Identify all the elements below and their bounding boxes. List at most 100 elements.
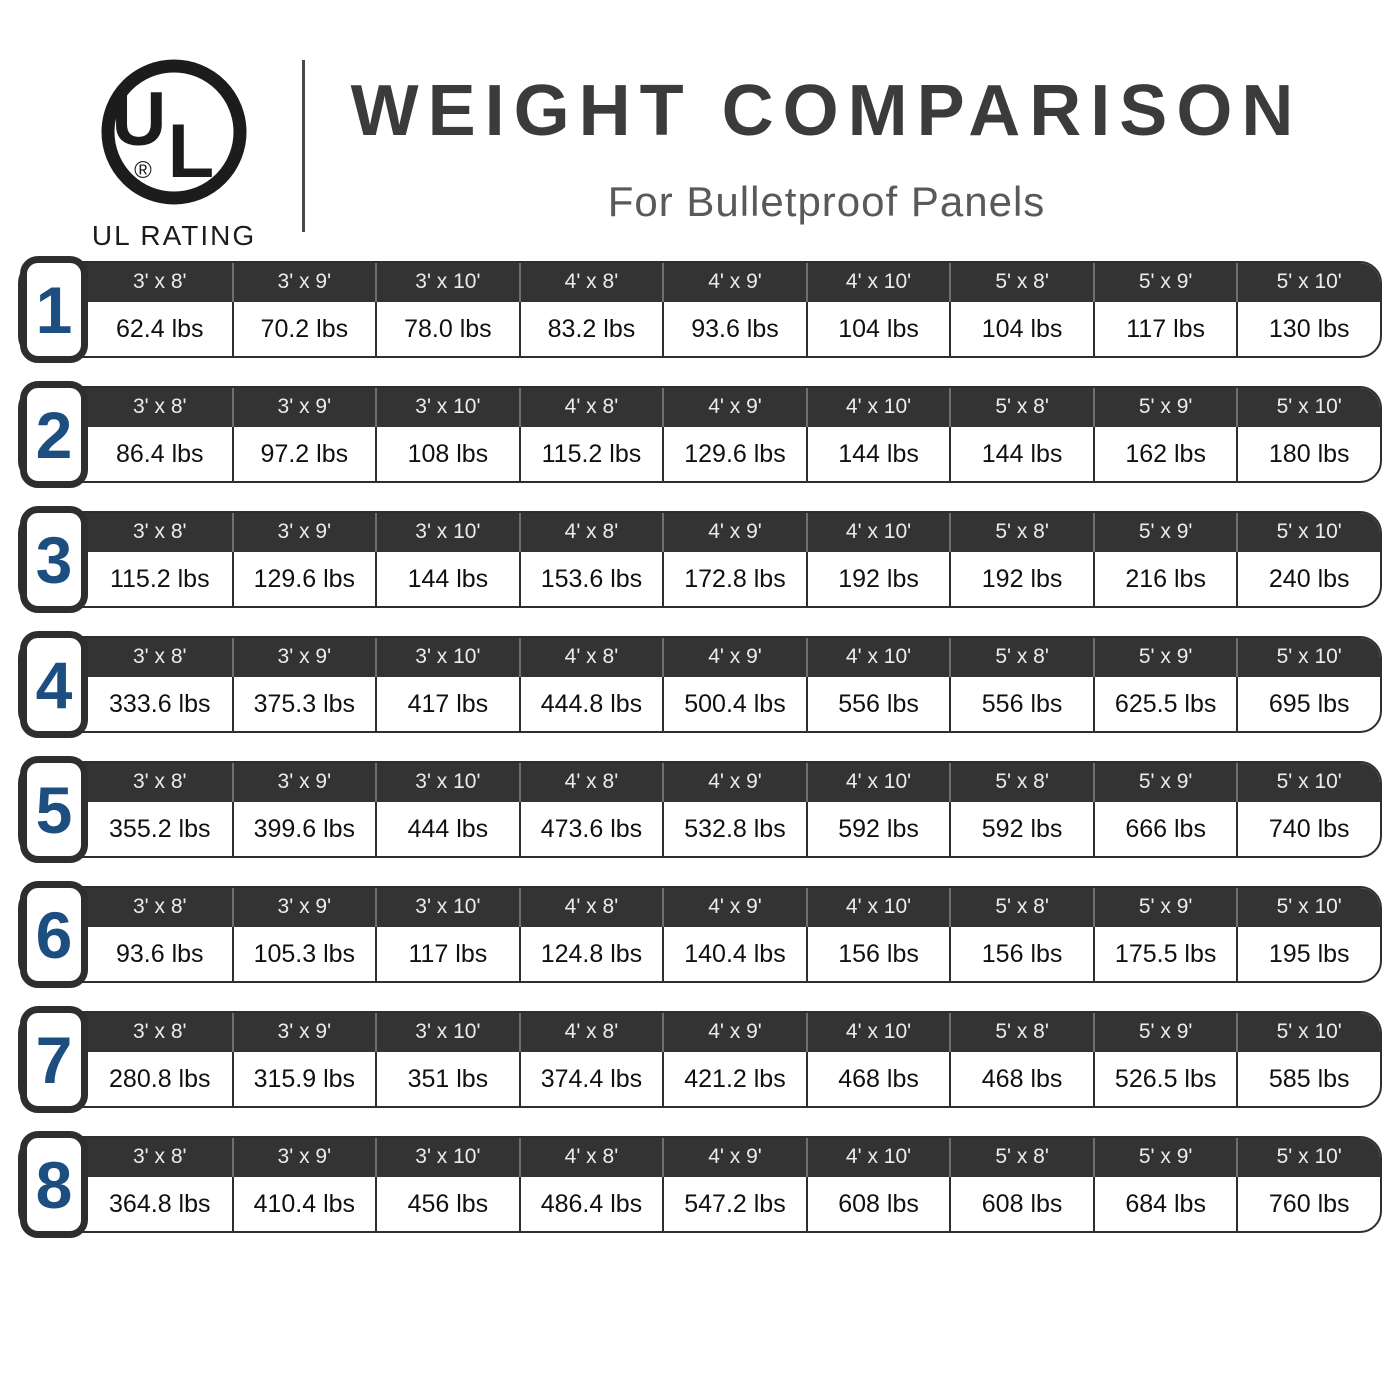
- row-table: 3' x 8' 3' x 9' 3' x 10' 4' x 8' 4' x 9' 4' x…: [18, 1011, 1382, 1108]
- weight-value-cell: 172.8 lbs: [662, 552, 806, 606]
- header-divider: [302, 60, 305, 232]
- size-header-cell: 3' x 9': [231, 1138, 376, 1177]
- ul-rating-number: 3: [35, 522, 73, 597]
- weight-value-cell: 375.3 lbs: [231, 677, 376, 731]
- weight-value-cell: 666 lbs: [1092, 802, 1237, 856]
- weight-value-cell: 740 lbs: [1236, 802, 1380, 856]
- size-header-cell: 3' x 10': [375, 388, 519, 427]
- row-table: 3' x 8' 3' x 9' 3' x 10' 4' x 8' 4' x 9' 4' x…: [18, 261, 1382, 358]
- weight-table-rows: 1 3' x 8' 3' x 9' 3' x 10' 4' x 8' 4' x 9' 4'…: [0, 255, 1400, 1238]
- size-header-cell: 5' x 9': [1092, 1138, 1237, 1177]
- size-header-cell: 4' x 10': [805, 388, 950, 427]
- size-header-cell: 5' x 8': [949, 1138, 1093, 1177]
- size-header-cell: 4' x 10': [805, 888, 950, 927]
- weight-value-cell: 83.2 lbs: [518, 302, 663, 356]
- size-header-cell: 5' x 9': [1092, 888, 1237, 927]
- ul-rating-badge: 4: [20, 631, 88, 738]
- size-header-cell: 3' x 9': [231, 638, 376, 677]
- size-header-cell: 5' x 9': [1092, 1013, 1237, 1052]
- weight-value-cell: 156 lbs: [805, 927, 950, 981]
- weight-value-bar: 333.6 lbs 375.3 lbs 417 lbs 444.8 lbs 500.4 …: [20, 677, 1380, 731]
- weight-value-cell: 374.4 lbs: [518, 1052, 663, 1106]
- size-header-cell: 3' x 9': [231, 888, 376, 927]
- ul-rating-badge: 1: [20, 256, 88, 363]
- weight-value-cell: 195 lbs: [1236, 927, 1380, 981]
- size-header-cell: 5' x 9': [1092, 638, 1237, 677]
- weight-value-cell: 108 lbs: [375, 427, 519, 481]
- ul-rating-badge: 7: [20, 1006, 88, 1113]
- size-header-bar: 3' x 8' 3' x 9' 3' x 10' 4' x 8' 4' x 9' 4' x…: [20, 513, 1380, 552]
- ul-rating-row: 2 3' x 8' 3' x 9' 3' x 10' 4' x 8' 4' x 9' 4'…: [18, 381, 1382, 488]
- size-header-cell: 3' x 10': [375, 1138, 519, 1177]
- weight-value-cell: 117 lbs: [1092, 302, 1237, 356]
- size-header-cell: 3' x 10': [375, 763, 519, 802]
- size-header-cell: 5' x 10': [1236, 888, 1380, 927]
- ul-rating-row: 5 3' x 8' 3' x 9' 3' x 10' 4' x 8' 4' x 9' 4'…: [18, 756, 1382, 863]
- size-header-cell: 5' x 10': [1236, 263, 1380, 302]
- size-header-cell: 4' x 9': [662, 513, 806, 552]
- weight-value-cell: 104 lbs: [805, 302, 950, 356]
- row-table: 3' x 8' 3' x 9' 3' x 10' 4' x 8' 4' x 9' 4' x…: [18, 1136, 1382, 1233]
- weight-value-cell: 444 lbs: [375, 802, 519, 856]
- weight-value-cell: 760 lbs: [1236, 1177, 1380, 1231]
- weight-value-cell: 486.4 lbs: [518, 1177, 663, 1231]
- weight-value-cell: 97.2 lbs: [231, 427, 376, 481]
- weight-value-cell: 216 lbs: [1092, 552, 1237, 606]
- weight-value-cell: 144 lbs: [805, 427, 950, 481]
- ul-rating-row: 7 3' x 8' 3' x 9' 3' x 10' 4' x 8' 4' x 9' 4'…: [18, 1006, 1382, 1113]
- weight-value-cell: 192 lbs: [949, 552, 1093, 606]
- size-header-bar: 3' x 8' 3' x 9' 3' x 10' 4' x 8' 4' x 9' 4' x…: [20, 888, 1380, 927]
- size-header-cell: 5' x 8': [949, 263, 1093, 302]
- row-table: 3' x 8' 3' x 9' 3' x 10' 4' x 8' 4' x 9' 4' x…: [18, 386, 1382, 483]
- size-header-cell: 5' x 10': [1236, 638, 1380, 677]
- registered-trademark-icon: ®: [134, 157, 152, 184]
- size-header-cell: 4' x 10': [805, 1013, 950, 1052]
- weight-value-cell: 315.9 lbs: [231, 1052, 376, 1106]
- weight-value-cell: 93.6 lbs: [662, 302, 806, 356]
- size-header-bar: 3' x 8' 3' x 9' 3' x 10' 4' x 8' 4' x 9' 4' x…: [20, 638, 1380, 677]
- weight-value-cell: 355.2 lbs: [109, 814, 211, 843]
- size-header-cell: 5' x 9': [1092, 763, 1237, 802]
- weight-value-cell: 117 lbs: [375, 927, 519, 981]
- ul-rating-caption: UL RATING: [91, 220, 257, 251]
- size-header-cell: 4' x 9': [662, 1013, 806, 1052]
- weight-value-cell: 162 lbs: [1092, 427, 1237, 481]
- weight-value-cell: 364.8 lbs: [109, 1189, 211, 1218]
- size-header-bar: 3' x 8' 3' x 9' 3' x 10' 4' x 8' 4' x 9' 4' x…: [20, 388, 1380, 427]
- size-header-cell: 3' x 9': [231, 513, 376, 552]
- size-header-cell: 3' x 10': [375, 1013, 519, 1052]
- weight-value-cell: 468 lbs: [949, 1052, 1093, 1106]
- weight-value-cell: 130 lbs: [1236, 302, 1380, 356]
- size-header-bar: 3' x 8' 3' x 9' 3' x 10' 4' x 8' 4' x 9' 4' x…: [20, 1013, 1380, 1052]
- size-header-cell: 3' x 8': [133, 770, 187, 793]
- ul-rating-number: 7: [35, 1022, 73, 1097]
- weight-value-cell: 625.5 lbs: [1092, 677, 1237, 731]
- size-header-cell: 4' x 9': [662, 263, 806, 302]
- ul-certification-icon: U L ®: [101, 59, 247, 205]
- weight-value-cell: 556 lbs: [805, 677, 950, 731]
- size-header-cell: 5' x 8': [949, 513, 1093, 552]
- weight-value-cell: 105.3 lbs: [231, 927, 376, 981]
- weight-value-cell: 500.4 lbs: [662, 677, 806, 731]
- size-header-cell: 3' x 9': [231, 763, 376, 802]
- row-table: 3' x 8' 3' x 9' 3' x 10' 4' x 8' 4' x 9' 4' x…: [18, 761, 1382, 858]
- size-header-cell: 4' x 8': [518, 1138, 663, 1177]
- size-header-cell: 4' x 8': [518, 763, 663, 802]
- size-header-cell: 5' x 8': [949, 763, 1093, 802]
- weight-value-cell: 556 lbs: [949, 677, 1093, 731]
- ul-rating-number: 6: [35, 897, 73, 972]
- weight-value-cell: 333.6 lbs: [109, 689, 211, 718]
- size-header-cell: 5' x 10': [1236, 763, 1380, 802]
- weight-value-cell: 144 lbs: [949, 427, 1093, 481]
- size-header-cell: 4' x 9': [662, 638, 806, 677]
- size-header-cell: 4' x 9': [662, 763, 806, 802]
- size-header-cell: 4' x 8': [518, 888, 663, 927]
- weight-value-cell: 444.8 lbs: [518, 677, 663, 731]
- size-header-cell: 4' x 10': [805, 763, 950, 802]
- ul-rating-badge: 2: [20, 381, 88, 488]
- size-header-cell: 4' x 10': [805, 638, 950, 677]
- size-header-bar: 3' x 8' 3' x 9' 3' x 10' 4' x 8' 4' x 9' 4' x…: [20, 763, 1380, 802]
- row-table: 3' x 8' 3' x 9' 3' x 10' 4' x 8' 4' x 9' 4' x…: [18, 886, 1382, 983]
- weight-value-cell: 156 lbs: [949, 927, 1093, 981]
- size-header-cell: 4' x 10': [805, 263, 950, 302]
